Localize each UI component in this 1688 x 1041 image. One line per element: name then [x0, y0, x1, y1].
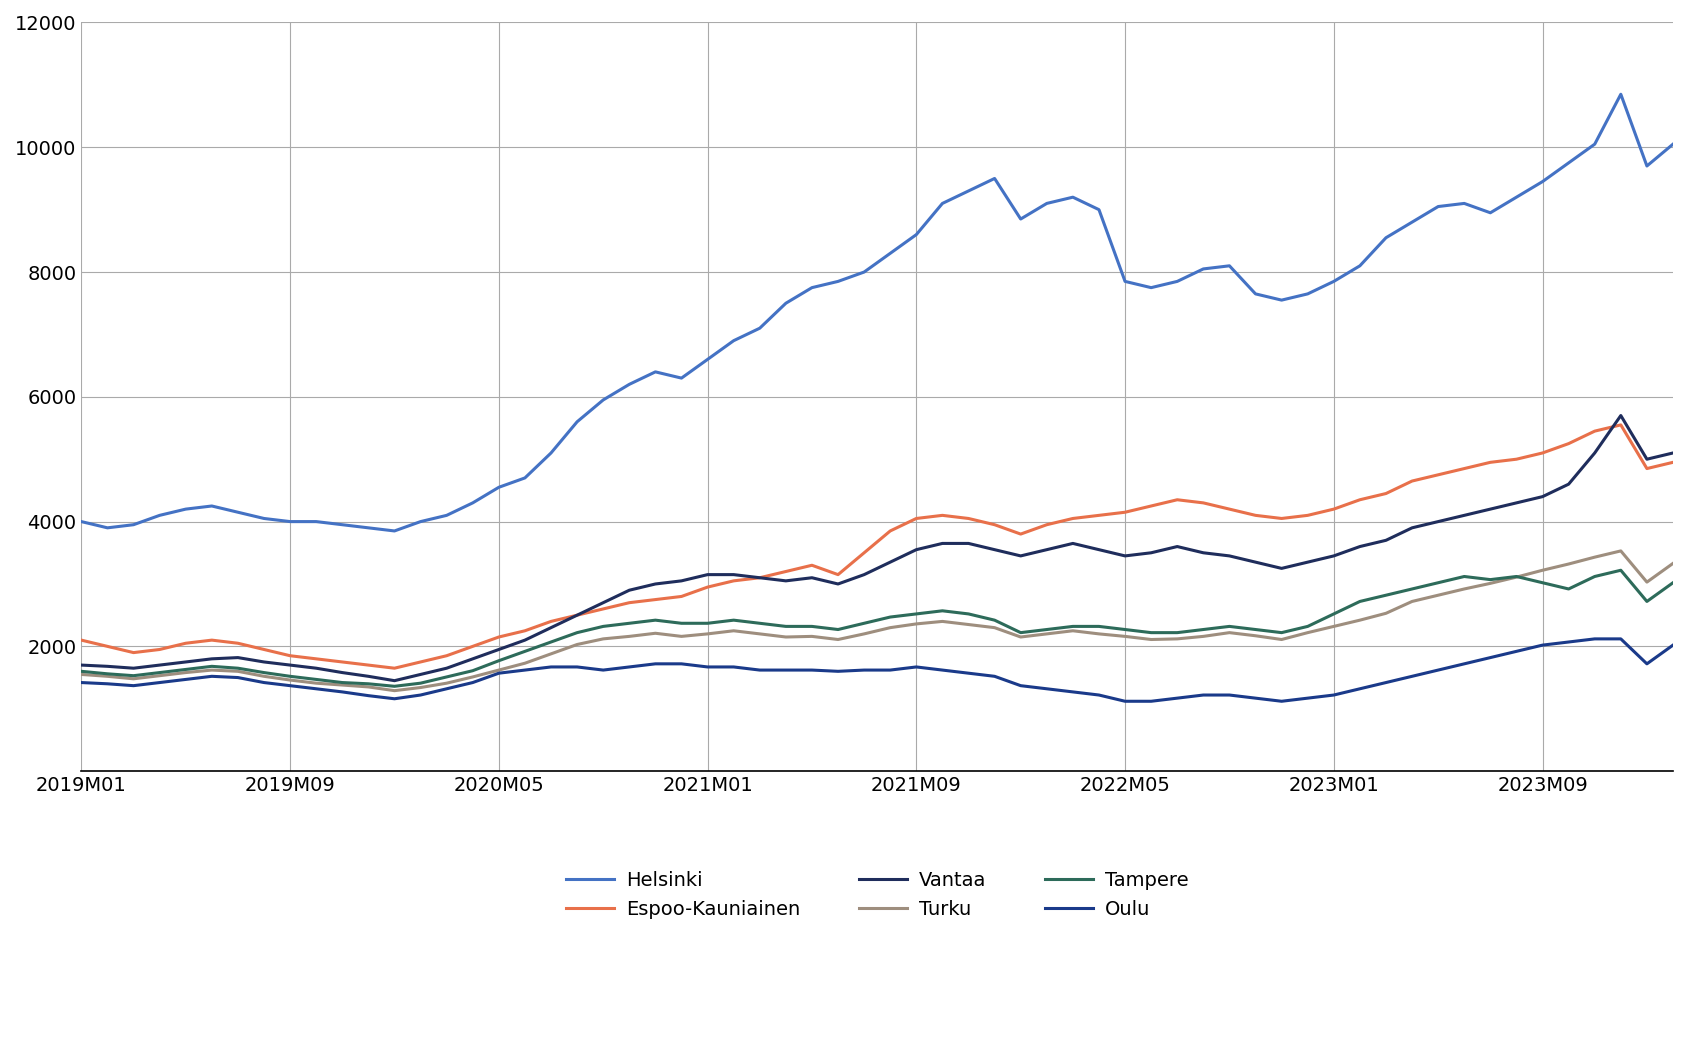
Legend: Helsinki, Espoo-Kauniainen, Vantaa, Turku, Tampere, Oulu: Helsinki, Espoo-Kauniainen, Vantaa, Turk… — [559, 863, 1197, 926]
Line: Vantaa: Vantaa — [81, 415, 1673, 681]
Turku — [879, 621, 900, 634]
Tampere — [1063, 620, 1084, 633]
Line: Turku: Turku — [81, 551, 1673, 690]
Espoo-Kauniainen — [1610, 418, 1631, 431]
Oulu — [385, 692, 405, 705]
Turku — [201, 664, 221, 677]
Tampere — [71, 665, 91, 678]
Espoo-Kauniainen — [1663, 456, 1683, 468]
Vantaa — [410, 668, 430, 681]
Tampere — [879, 611, 900, 624]
Turku — [1663, 557, 1683, 569]
Tampere — [1610, 564, 1631, 577]
Espoo-Kauniainen — [201, 634, 221, 646]
Line: Helsinki: Helsinki — [81, 95, 1673, 531]
Helsinki — [1663, 137, 1683, 150]
Turku — [385, 684, 405, 696]
Espoo-Kauniainen — [1063, 512, 1084, 525]
Vantaa — [71, 659, 91, 671]
Espoo-Kauniainen — [410, 656, 430, 668]
Turku — [515, 657, 535, 669]
Espoo-Kauniainen — [71, 634, 91, 646]
Oulu — [201, 670, 221, 683]
Line: Espoo-Kauniainen: Espoo-Kauniainen — [81, 425, 1673, 668]
Helsinki — [1480, 206, 1501, 219]
Vantaa — [1063, 537, 1084, 550]
Oulu — [1480, 652, 1501, 664]
Helsinki — [410, 515, 430, 528]
Oulu — [490, 667, 510, 680]
Espoo-Kauniainen — [385, 662, 405, 675]
Tampere — [1663, 577, 1683, 589]
Turku — [1480, 577, 1501, 589]
Vantaa — [1663, 447, 1683, 459]
Tampere — [515, 645, 535, 658]
Oulu — [1036, 683, 1057, 695]
Turku — [1610, 544, 1631, 557]
Helsinki — [385, 525, 405, 537]
Oulu — [71, 677, 91, 689]
Helsinki — [1610, 88, 1631, 101]
Helsinki — [879, 247, 900, 259]
Turku — [1063, 625, 1084, 637]
Tampere — [385, 680, 405, 692]
Vantaa — [515, 634, 535, 646]
Espoo-Kauniainen — [1480, 456, 1501, 468]
Oulu — [854, 664, 874, 677]
Vantaa — [385, 675, 405, 687]
Tampere — [201, 660, 221, 672]
Espoo-Kauniainen — [515, 625, 535, 637]
Espoo-Kauniainen — [879, 525, 900, 537]
Tampere — [1480, 574, 1501, 586]
Turku — [71, 668, 91, 681]
Vantaa — [879, 556, 900, 568]
Oulu — [1116, 695, 1136, 708]
Helsinki — [515, 472, 535, 484]
Helsinki — [71, 515, 91, 528]
Helsinki — [201, 500, 221, 512]
Line: Tampere: Tampere — [81, 570, 1673, 686]
Vantaa — [1480, 503, 1501, 515]
Oulu — [1585, 633, 1605, 645]
Turku — [410, 681, 430, 693]
Oulu — [1663, 639, 1683, 652]
Helsinki — [1063, 191, 1084, 203]
Line: Oulu: Oulu — [81, 639, 1673, 702]
Vantaa — [201, 653, 221, 665]
Tampere — [410, 677, 430, 689]
Vantaa — [1610, 409, 1631, 422]
